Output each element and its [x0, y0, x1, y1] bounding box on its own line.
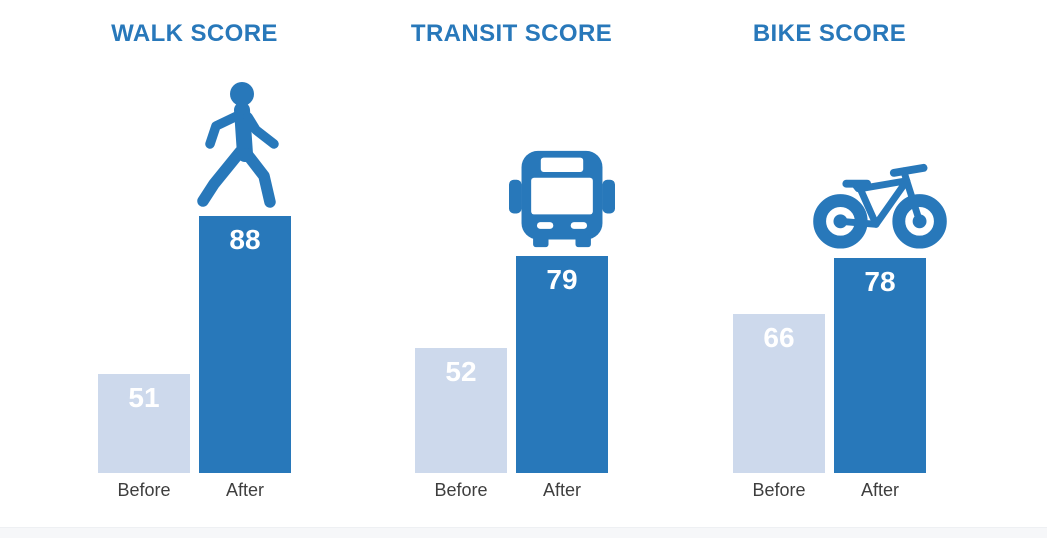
- bike-before-label: Before: [752, 480, 806, 500]
- transit-category-labels: Before After: [415, 480, 608, 501]
- walk-before-value: 51: [128, 382, 160, 413]
- walk-score-title: WALK SCORE: [111, 20, 278, 47]
- transit-before-label: Before: [434, 480, 488, 500]
- walk-score-panel: WALK SCORE 51 88 Before After: [98, 0, 291, 538]
- walk-after-bar: 88: [199, 216, 291, 473]
- transit-after-bar: 79: [516, 256, 608, 473]
- transit-after-label: After: [542, 480, 581, 500]
- bike-after-label: After: [860, 480, 899, 500]
- bike-after-bar: 78: [834, 258, 926, 473]
- walk-after-value: 88: [229, 224, 261, 255]
- walk-after-label: After: [225, 480, 264, 500]
- transit-score-title: TRANSIT SCORE: [410, 20, 613, 47]
- bottom-divider: [0, 527, 1047, 538]
- bike-score-bars: 66 78: [733, 258, 926, 473]
- transit-before-value: 52: [445, 356, 477, 387]
- walk-before-label: Before: [117, 480, 171, 500]
- bike-before-value: 66: [763, 322, 795, 353]
- walk-score-bars: 51 88: [98, 216, 291, 473]
- pedestrian-icon: [192, 80, 297, 211]
- bike-after-value: 78: [864, 266, 896, 297]
- bike-score-title: BIKE SCORE: [752, 20, 907, 47]
- bike-score-panel: BIKE SCORE 66 78 Before After: [733, 0, 947, 538]
- walk-category-labels: Before After: [98, 480, 291, 501]
- bike-category-labels: Before After: [733, 480, 926, 501]
- walk-before-bar: 51: [98, 374, 190, 473]
- bus-icon: [509, 150, 615, 248]
- transit-score-bars: 52 79: [415, 256, 608, 473]
- transit-score-panel: TRANSIT SCORE 52 79 Before After: [411, 0, 615, 538]
- bike-before-bar: 66: [733, 314, 825, 473]
- bicycle-icon: [810, 158, 950, 252]
- transit-before-bar: 52: [415, 348, 507, 473]
- transit-after-value: 79: [546, 264, 578, 295]
